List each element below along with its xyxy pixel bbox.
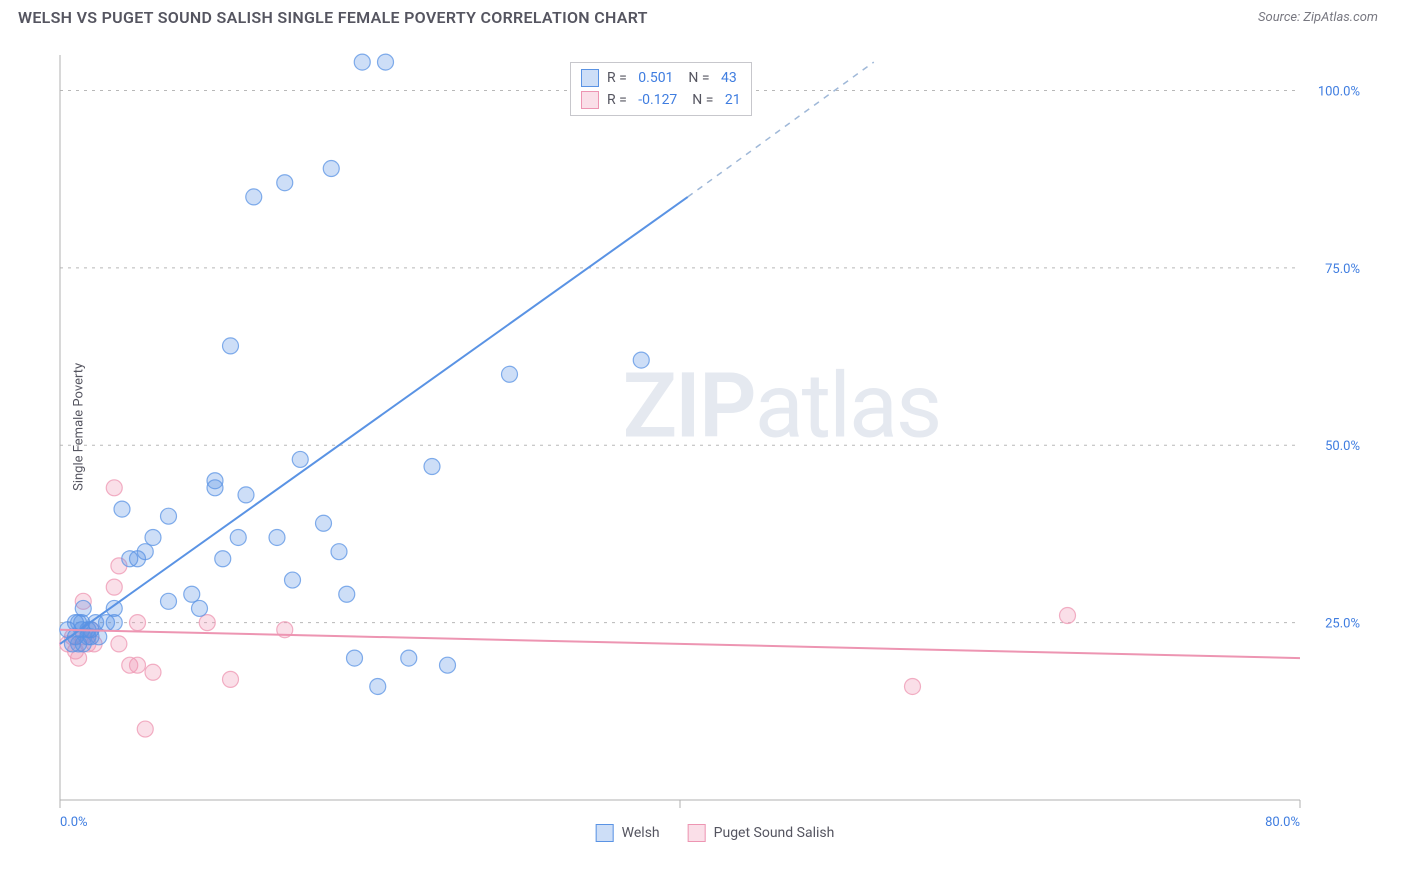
svg-text:50.0%: 50.0% — [1325, 439, 1360, 454]
chart-header: WELSH VS PUGET SOUND SALISH SINGLE FEMAL… — [0, 0, 1406, 31]
swatch-welsh — [581, 69, 599, 87]
chart-area: Single Female Poverty 25.0%50.0%75.0%100… — [50, 50, 1380, 840]
scatter-plot: 25.0% 50.0% 75.0% 100.0% 0.0% 80.0% — [50, 50, 1380, 840]
legend-row-salish: R = -0.127 N = 21 — [581, 89, 741, 111]
legend-item-salish: Puget Sound Salish — [688, 824, 835, 842]
series-legend: Welsh Puget Sound Salish — [596, 824, 835, 842]
swatch-salish — [581, 91, 599, 109]
svg-text:80.0%: 80.0% — [1265, 815, 1300, 830]
swatch-welsh — [596, 824, 614, 842]
svg-text:100.0%: 100.0% — [1318, 84, 1360, 99]
svg-text:25.0%: 25.0% — [1325, 617, 1360, 632]
chart-title: WELSH VS PUGET SOUND SALISH SINGLE FEMAL… — [18, 8, 648, 27]
legend-item-welsh: Welsh — [596, 824, 660, 842]
chart-source: Source: ZipAtlas.com — [1258, 10, 1378, 25]
svg-text:0.0%: 0.0% — [60, 815, 88, 830]
legend-row-welsh: R = 0.501 N = 43 — [581, 67, 741, 89]
svg-text:75.0%: 75.0% — [1325, 262, 1360, 277]
swatch-salish — [688, 824, 706, 842]
correlation-legend: R = 0.501 N = 43 R = -0.127 N = 21 — [570, 62, 752, 116]
